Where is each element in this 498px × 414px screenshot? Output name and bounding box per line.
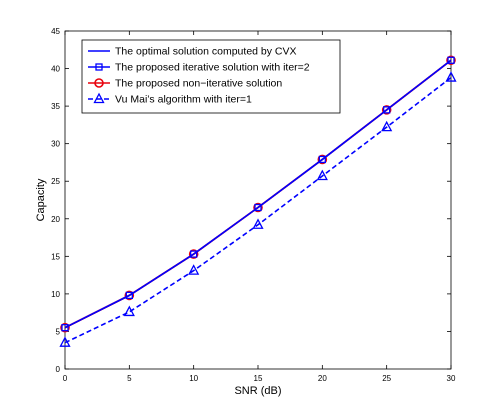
circle-marker — [94, 78, 104, 88]
triangle-marker — [252, 218, 264, 229]
square-marker — [125, 291, 133, 300]
circle-marker — [124, 290, 135, 301]
y-tick-label: 10 — [51, 290, 60, 299]
triangle-marker — [381, 120, 393, 132]
y-tick-label: 5 — [56, 327, 61, 336]
circle-marker — [253, 202, 263, 213]
triangle-marker — [316, 169, 328, 181]
series-layer — [59, 55, 457, 347]
circle-marker — [381, 105, 392, 115]
x-tick-label: 30 — [447, 374, 456, 383]
y-axis-ticks: 0 5 10 15 20 25 30 35 40 45 — [51, 27, 451, 374]
square-marker — [383, 106, 391, 114]
x-axis-ticks: 0 5 10 15 20 25 30 — [63, 31, 456, 383]
x-tick-label: 0 — [63, 374, 68, 383]
triangle-marker — [123, 305, 135, 317]
circle-marker — [446, 55, 456, 66]
series-line — [64, 59, 452, 329]
circle-marker — [188, 249, 199, 259]
x-tick-label: 25 — [382, 374, 391, 383]
triangle-marker — [59, 336, 71, 347]
triangle-marker — [93, 92, 105, 104]
legend-box — [81, 39, 341, 114]
y-tick-label: 25 — [51, 177, 60, 186]
y-axis-title: Capacity — [35, 178, 47, 221]
x-tick-label: 10 — [189, 374, 198, 383]
y-tick-label: 30 — [51, 140, 60, 149]
triangle-marker — [188, 264, 200, 275]
square-marker — [95, 63, 103, 71]
square-marker — [318, 155, 326, 164]
square-marker — [254, 203, 262, 212]
y-tick-label: 35 — [51, 102, 60, 111]
x-axis-title: SNR (dB) — [234, 385, 281, 397]
square-marker — [190, 250, 198, 258]
series-3 — [59, 71, 457, 347]
y-tick-label: 40 — [51, 65, 60, 74]
circle-marker — [317, 154, 328, 165]
square-marker — [61, 324, 69, 332]
y-tick-label: 0 — [56, 365, 61, 374]
x-tick-label: 20 — [318, 374, 327, 383]
series-line — [64, 76, 452, 344]
square-marker — [447, 56, 455, 64]
x-tick-label: 5 — [127, 374, 132, 383]
legend-label: The proposed iterative solution with ite… — [115, 62, 310, 74]
triangle-marker — [445, 71, 457, 82]
legend-label: Vu Mai’s algorithm with iter=1 — [115, 94, 252, 106]
legend-label: The optimal solution computed by CVX — [115, 46, 297, 58]
y-tick-label: 20 — [51, 215, 60, 224]
circle-marker — [60, 322, 70, 333]
legend: The optimal solution computed by CVX The … — [81, 39, 341, 114]
series-1 — [61, 56, 455, 332]
legend-label: The proposed non−iterative solution — [115, 78, 282, 90]
x-tick-label: 15 — [254, 374, 263, 383]
y-tick-label: 45 — [51, 27, 60, 36]
y-tick-label: 15 — [51, 252, 60, 261]
